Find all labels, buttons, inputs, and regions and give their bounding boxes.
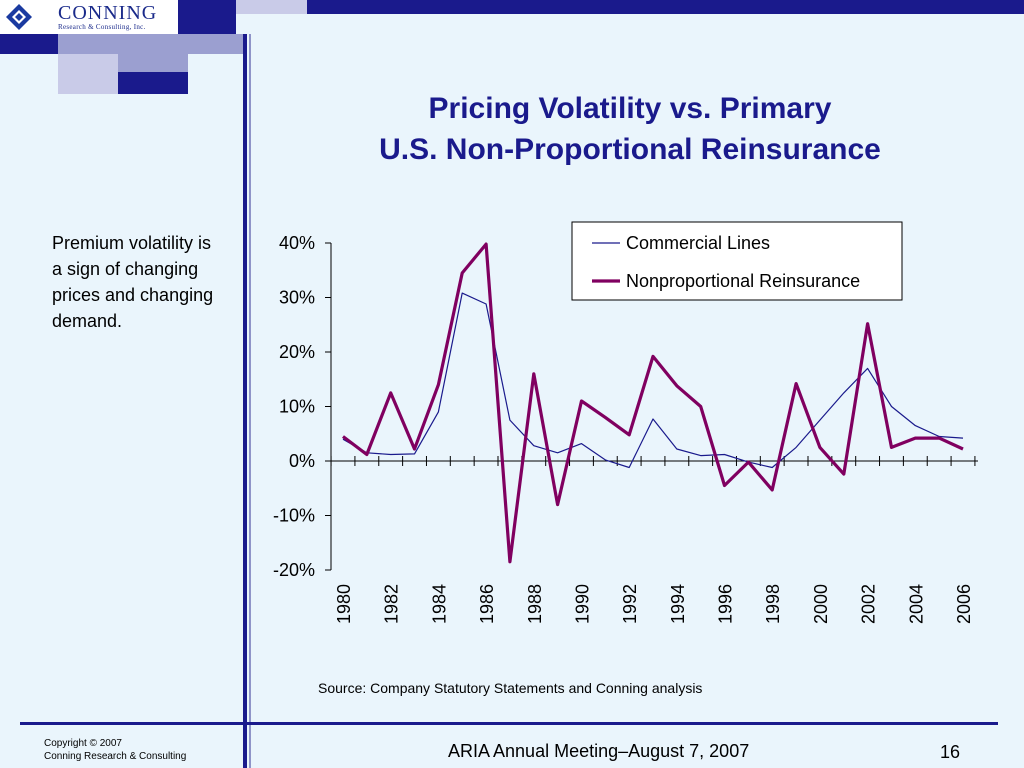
side-note: Premium volatility is a sign of changing… [52,233,214,331]
logo-subtitle: Research & Consulting, Inc. [58,23,146,31]
x-tick-label: 1980 [334,584,354,624]
vertical-rule-secondary [249,34,251,768]
x-tick-label: 1990 [572,584,592,624]
header-block [58,72,118,94]
x-tick-label: 1996 [716,584,736,624]
logo-name: CONNING [58,2,158,24]
header-block [178,0,236,34]
slide-title: Pricing Volatility vs. Primary U.S. Non-… [260,88,1000,170]
y-tick-label: -10% [273,506,315,526]
series-line-nonproportional-reinsurance [342,242,964,564]
x-tick-label: 2004 [906,584,926,624]
x-tick-label: 2006 [954,584,974,624]
x-tick-label: 1998 [763,584,783,624]
y-tick-label: 20% [279,342,315,362]
header-block [58,34,178,54]
vertical-rule [243,34,247,768]
header-block [0,34,58,54]
header-block [58,54,118,72]
source-note: Source: Company Statutory Statements and… [318,680,703,696]
y-tick-label: 0% [289,451,315,471]
y-tick-label: 30% [279,288,315,308]
x-tick-label: 2002 [859,584,879,624]
x-tick-label: 2000 [811,584,831,624]
legend-label: Nonproportional Reinsurance [626,271,860,291]
y-tick-label: 10% [279,397,315,417]
x-tick-label: 1986 [477,584,497,624]
y-tick-label: 40% [279,233,315,253]
x-tick-label: 1992 [620,584,640,624]
copyright-line-2: Conning Research & Consulting [44,751,187,762]
x-tick-label: 1994 [668,584,688,624]
x-tick-label: 1984 [429,584,449,624]
title-line-1: Pricing Volatility vs. Primary [428,92,832,125]
copyright: Copyright © 2007 Conning Research & Cons… [44,737,186,763]
header-block [118,72,188,94]
meeting-label: ARIA Annual Meeting–August 7, 2007 [448,741,750,761]
page-number: 16 [940,742,961,762]
legend-box [571,221,903,301]
logo: CONNING Research & Consulting, Inc. [0,0,178,34]
header-block [178,34,243,54]
copyright-line-1: Copyright © 2007 [44,738,122,749]
x-tick-label: 1982 [382,584,402,624]
header-block [236,0,307,14]
title-line-2: U.S. Non-Proportional Reinsurance [379,133,881,166]
y-tick-label: -20% [273,560,315,580]
top-bar [307,0,1024,14]
footer-rule [20,722,998,725]
header-block [118,54,188,72]
legend-label: Commercial Lines [626,233,770,253]
x-tick-label: 1988 [525,584,545,624]
series-line-commercial-lines [342,292,964,469]
logo-diamond-icon [6,4,32,30]
